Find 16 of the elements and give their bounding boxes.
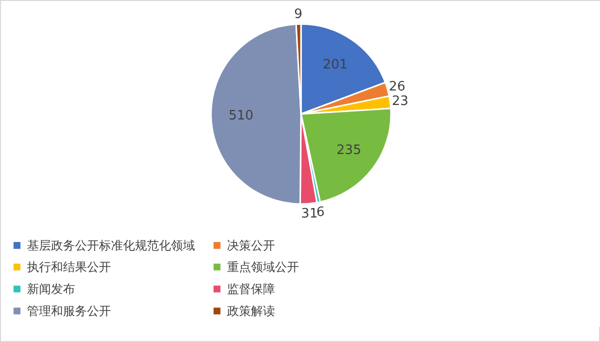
data-label: 6: [316, 205, 325, 220]
data-label: 26: [388, 79, 406, 94]
legend-label: 新闻发布: [27, 282, 75, 296]
legend-label: 管理和服务公开: [27, 304, 111, 318]
data-label: 235: [336, 143, 362, 158]
legend-label: 政策解读: [227, 304, 275, 318]
data-label: 31: [301, 206, 318, 222]
legend-label: 重点领域公开: [227, 260, 299, 274]
data-label: 9: [294, 7, 302, 22]
legend-label: 监督保障: [227, 282, 275, 296]
data-label: 510: [228, 108, 254, 124]
data-label: 23: [392, 94, 408, 109]
legend-label: 基层政务公开标准化规范化领域: [27, 238, 195, 252]
data-label: 201: [322, 58, 348, 73]
legend-label: 决策公开: [227, 238, 275, 252]
legend-label: 执行和结果公开: [27, 260, 111, 274]
